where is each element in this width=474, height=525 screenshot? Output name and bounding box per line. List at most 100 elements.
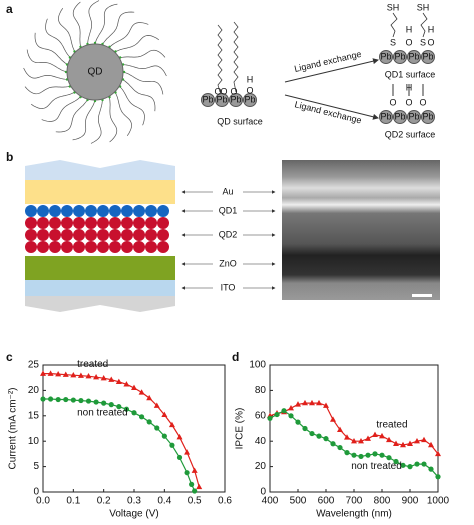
atom-label: O [427, 37, 434, 47]
ligand [108, 96, 118, 143]
ligand [72, 99, 96, 141]
ligand [31, 91, 76, 109]
ligand [72, 1, 82, 48]
atom-label: O [405, 37, 412, 47]
marker [184, 449, 191, 455]
qd2-dot [121, 229, 133, 241]
ligand-exchange: Ligand exchange [293, 49, 362, 74]
charts: c 0.0 0.1 0.2 0.3 0.4 0.5 0.6 0 5 10 15 20 25 Voltage … [6, 350, 450, 519]
ligand [114, 35, 159, 53]
marker [351, 452, 357, 458]
atom-label: Pb [408, 51, 419, 61]
atom-label: H [247, 74, 254, 84]
pb-atom [243, 93, 257, 107]
atom-label: O [214, 86, 221, 96]
qd2-dot [37, 229, 49, 241]
marker [78, 397, 84, 404]
pb-atom [379, 50, 393, 64]
qd2-dot [85, 241, 97, 253]
x-tick-label: 1000 [427, 496, 450, 507]
pb-atom [215, 93, 229, 107]
x-axis-label: Wavelength (nm) [316, 509, 392, 520]
ligand [23, 67, 69, 80]
y-axis-label: IPCE (%) [235, 408, 246, 450]
qd2-dot [85, 217, 97, 229]
marker [435, 450, 441, 457]
panel-label: c [6, 350, 13, 364]
x-tick-label: 0.4 [157, 496, 171, 507]
atom-label: Pb [216, 94, 227, 104]
atom-label: SH [417, 2, 430, 12]
marker [47, 370, 54, 376]
atom-label: O [389, 97, 396, 107]
atom-label: H [406, 24, 413, 34]
marker [168, 421, 175, 428]
marker [344, 450, 350, 456]
qd2-dot [109, 229, 121, 241]
atom-label: Pb [380, 51, 391, 61]
marker [330, 441, 336, 447]
y-tick-label: 100 [249, 360, 266, 371]
marker [351, 438, 357, 444]
marker [407, 440, 413, 446]
qd-core [66, 43, 124, 101]
marker [93, 399, 99, 405]
y-tick-label: 40 [255, 436, 267, 447]
marker [337, 444, 343, 451]
marker [77, 372, 84, 378]
layer-label: ZnO [219, 258, 237, 268]
pb-atom [393, 110, 407, 124]
marker [344, 434, 350, 440]
quantum-dots [25, 205, 169, 253]
ligand [108, 22, 149, 49]
marker [131, 410, 137, 416]
pb-atom [393, 50, 407, 64]
qd2-dot [25, 229, 37, 241]
x-axis-label: Voltage (V) [109, 509, 158, 520]
marker [116, 404, 122, 410]
atom-label: O [405, 97, 412, 107]
marker [176, 454, 183, 461]
marker [302, 399, 308, 406]
qd2-dot [25, 217, 37, 229]
x-tick-label: 0.1 [66, 496, 80, 507]
marker [295, 401, 301, 407]
tem-image [282, 160, 440, 300]
atom-label: S [420, 37, 426, 47]
qd2-dot [145, 229, 157, 241]
qd2-dot [121, 241, 133, 253]
atom-label: Pb [230, 94, 241, 104]
y-tick-label: 0 [260, 487, 266, 498]
qd2-dot [37, 241, 49, 253]
marker [176, 433, 183, 440]
marker [414, 461, 420, 467]
qd2-dot [157, 217, 169, 229]
marker [274, 411, 280, 418]
marker [309, 399, 315, 406]
marker [330, 416, 336, 422]
marker [365, 435, 371, 441]
marker [407, 464, 413, 470]
marker [123, 381, 130, 387]
layer-label: ITO [221, 282, 236, 292]
marker [192, 488, 198, 494]
marker [40, 396, 46, 402]
x-tick-label: 0.2 [97, 496, 111, 507]
ligand [58, 8, 76, 53]
marker [288, 404, 294, 411]
pb-atom [407, 110, 421, 124]
y-axis-label: Current (mA cm⁻²) [8, 388, 19, 470]
panel-label: a [6, 2, 13, 16]
qd2-dot [49, 241, 61, 253]
qd2-dot [157, 241, 169, 253]
atom-label: H [406, 82, 413, 92]
marker [47, 396, 54, 402]
y-tick-label: 10 [28, 436, 40, 447]
arrow [284, 94, 379, 120]
layer-label: Au [222, 186, 233, 196]
marker [316, 399, 322, 406]
x-tick-label: 700 [346, 496, 363, 507]
marker [267, 415, 273, 421]
